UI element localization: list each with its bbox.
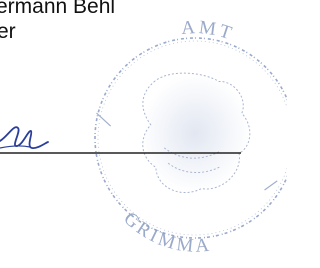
stamp-emblem	[137, 70, 254, 197]
stamp-top-text: AMT	[179, 16, 237, 46]
name-line: ermann Behl	[0, 0, 115, 18]
document-page: {"header": {"name_line": "ermann Behl", …	[0, 0, 287, 268]
signature	[0, 127, 48, 148]
stamp-bottom-text-path: GRIMMA	[117, 207, 215, 258]
stamp-mark	[265, 180, 278, 191]
official-stamp: AMT GRIMMA	[87, 10, 287, 263]
role-line: er	[0, 20, 16, 43]
stamp-mark	[96, 113, 112, 126]
stamp-bottom-text: GRIMMA	[117, 207, 215, 258]
signature-stroke	[0, 146, 30, 148]
document-fragment: ermann Behl er AMT GRIMMA	[0, 0, 287, 268]
stamp-top-text-path: AMT	[179, 16, 237, 46]
